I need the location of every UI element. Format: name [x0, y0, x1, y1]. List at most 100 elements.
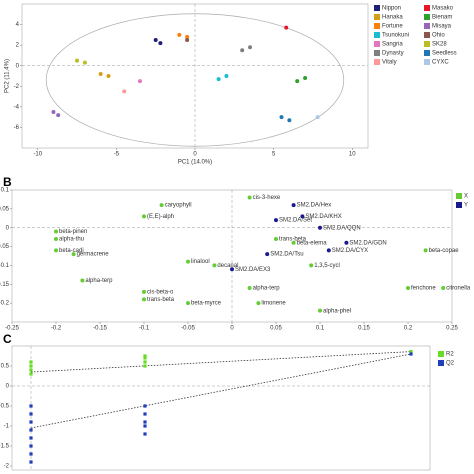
- legend-label: Masako: [432, 6, 454, 12]
- point: [29, 360, 33, 364]
- fit-line: [30, 353, 412, 429]
- legend-swatch: [438, 360, 444, 366]
- legend-label: Tsunokuni: [382, 33, 409, 39]
- y-tick-label: 0.05: [0, 206, 10, 212]
- legend-swatch: [424, 5, 430, 11]
- y-tick-label: -0.2: [0, 301, 10, 307]
- legend-label: Vitaly: [382, 60, 397, 66]
- y-tick-label: -1.5: [0, 444, 10, 450]
- point: [29, 364, 33, 368]
- point: [274, 237, 278, 242]
- legend-swatch: [424, 41, 430, 47]
- point: [291, 240, 296, 245]
- y-tick-label: -0.05: [0, 244, 10, 250]
- confidence-ellipse: [45, 13, 345, 147]
- point-label: beta-pinen: [59, 229, 87, 235]
- legend-swatch: [374, 5, 380, 11]
- point: [56, 113, 61, 118]
- point: [409, 350, 413, 354]
- panel-label: B: [3, 175, 12, 189]
- point-label: caryophyll: [165, 203, 192, 209]
- y-axis-label: PC2 (11.4%): [5, 59, 11, 93]
- point: [29, 444, 33, 448]
- x-tick-label: 0.15: [358, 326, 370, 332]
- point-label: SM2.DA/EX3: [235, 267, 271, 273]
- x-tick-label: 0.05: [270, 326, 282, 332]
- point: [295, 79, 300, 84]
- point-label: (E,E)-alph: [147, 214, 174, 220]
- point-label: SM2.DA/GDN: [349, 240, 386, 246]
- point: [185, 34, 190, 39]
- x-tick-label: -10: [33, 152, 42, 158]
- point: [248, 45, 253, 50]
- point: [247, 195, 252, 200]
- y-tick-label: -0.15: [0, 282, 10, 288]
- plot-frame: [11, 345, 431, 471]
- legend-swatch: [424, 23, 430, 29]
- legend-label: Fortune: [382, 24, 403, 30]
- point-label: beta-elema: [297, 240, 328, 246]
- point: [143, 424, 147, 428]
- point: [274, 218, 278, 223]
- point: [309, 263, 314, 268]
- point: [29, 452, 33, 456]
- point: [71, 252, 76, 257]
- legend-label: Ohio: [432, 33, 445, 39]
- point-label: SM2.DA/QQN: [323, 225, 361, 231]
- point-label: alpha-phel: [323, 308, 351, 314]
- x-tick-label: -0.25: [5, 326, 19, 332]
- point: [29, 420, 33, 424]
- point: [80, 278, 85, 283]
- legend-label: Dynasty: [382, 51, 404, 57]
- y-tick-label: 0: [6, 384, 10, 390]
- y-tick-label: -4: [14, 104, 20, 110]
- point: [300, 214, 305, 219]
- point: [247, 286, 252, 291]
- point-label: alpha-thu: [59, 237, 84, 243]
- y-tick-label: -1: [4, 424, 10, 430]
- legend-swatch: [424, 50, 430, 56]
- point-label: SM2.DA/Set: [279, 218, 312, 224]
- point: [143, 364, 147, 368]
- point-label: SM2.DA/CYX: [332, 248, 368, 254]
- point-label: limonene: [261, 301, 286, 307]
- legend-swatch: [374, 50, 380, 56]
- legend-swatch: [424, 59, 430, 65]
- point: [216, 77, 221, 82]
- point-label: germacrene: [77, 252, 110, 258]
- point: [54, 248, 58, 253]
- point-label: 1,3,5-cycl: [314, 263, 340, 269]
- point: [279, 115, 284, 120]
- point-label: SM2.DA/Tsu: [270, 252, 303, 258]
- point-label: linalool: [191, 259, 210, 265]
- point: [158, 41, 163, 46]
- y-tick-label: 4: [16, 22, 20, 28]
- point: [143, 404, 147, 408]
- y-tick-label: -0.1: [0, 263, 10, 269]
- point-label: fenchone: [411, 286, 436, 292]
- x-tick-label: 0: [193, 152, 197, 158]
- legend-label: Hanaka: [382, 15, 403, 21]
- legend-swatch: [456, 193, 462, 199]
- legend-swatch: [374, 32, 380, 38]
- point-label: beta-copae: [429, 248, 460, 254]
- x-tick-label: 5: [272, 152, 276, 158]
- y-tick-label: 2: [16, 43, 20, 49]
- point: [82, 60, 87, 65]
- point-label: SM2.DA/KHX: [305, 214, 341, 220]
- legend-label: Seedless: [432, 51, 457, 57]
- legend-label: Y: [464, 203, 468, 209]
- point-label: alpha-terp: [85, 278, 113, 284]
- point-label: citronella: [446, 286, 471, 292]
- y-tick-label: -2: [14, 84, 20, 90]
- x-tick-label: -0.1: [139, 326, 150, 332]
- point: [240, 48, 245, 53]
- legend-label: X: [464, 194, 468, 200]
- x-tick-label: 10: [349, 152, 356, 158]
- point-label: trans-beta: [147, 297, 175, 303]
- point: [143, 354, 147, 358]
- point: [54, 237, 58, 242]
- point-label: cis-beta-o: [147, 289, 174, 295]
- point: [153, 38, 158, 42]
- y-tick-label: -6: [14, 125, 20, 131]
